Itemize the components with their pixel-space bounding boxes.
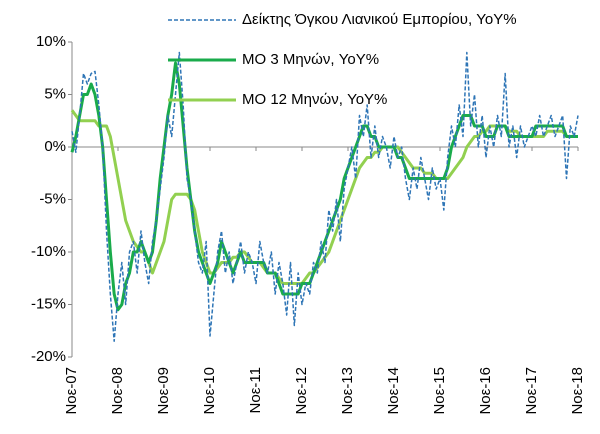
x-tick-label: Νοε-07 bbox=[63, 367, 80, 415]
y-tick-label: -5% bbox=[39, 190, 66, 207]
y-tick-label: -15% bbox=[31, 295, 66, 312]
x-tick-label: Νοε-17 bbox=[523, 367, 540, 415]
x-tick-label: Νοε-10 bbox=[201, 367, 218, 415]
x-tick-label: Νοε-16 bbox=[477, 367, 494, 415]
y-tick-label: 0% bbox=[44, 138, 66, 155]
legend-label: Δείκτης Όγκου Λιανικού Εμπορίου, YoY% bbox=[242, 11, 517, 28]
legend-label: ΜΟ 3 Μηνών, YoY% bbox=[242, 51, 379, 68]
y-tick-label: -10% bbox=[31, 243, 66, 260]
x-tick-label: Νοε-13 bbox=[339, 367, 356, 415]
x-tick-label: Νοε-09 bbox=[155, 367, 172, 415]
x-tick-label: Νοε-12 bbox=[293, 367, 310, 415]
x-tick-label: Νοε-18 bbox=[569, 367, 586, 415]
series-line bbox=[70, 61, 578, 312]
y-tick-label: -20% bbox=[31, 348, 66, 365]
series-line bbox=[70, 109, 578, 285]
y-tick-label: 10% bbox=[36, 33, 66, 50]
legend-label: ΜΟ 12 Μηνών, YoY% bbox=[242, 91, 387, 108]
x-tick-label: Νοε-14 bbox=[385, 367, 402, 415]
series-line bbox=[71, 51, 579, 342]
x-tick-label: Νοε-15 bbox=[431, 367, 448, 415]
x-tick-label: Νοε-11 bbox=[247, 367, 264, 413]
x-tick-label: Νοε-08 bbox=[109, 367, 126, 415]
y-tick-label: 5% bbox=[44, 85, 66, 102]
